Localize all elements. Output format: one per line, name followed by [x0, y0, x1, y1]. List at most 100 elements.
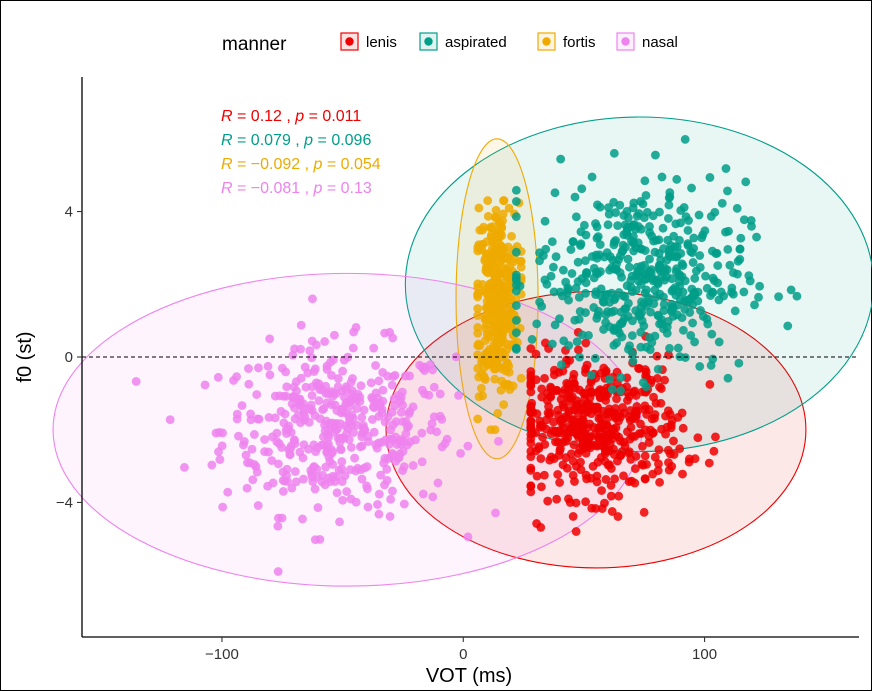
legend-title: manner — [222, 34, 287, 55]
data-point-nasal — [328, 447, 338, 457]
legend-item-aspirated: aspirated — [419, 32, 507, 51]
data-point-lenis — [589, 422, 599, 432]
data-point-aspirated — [550, 320, 560, 330]
data-point-nasal — [282, 476, 292, 486]
data-point-aspirated — [636, 342, 646, 352]
data-point-nasal — [351, 322, 361, 332]
data-point-nasal — [348, 343, 358, 353]
data-point-lenis — [639, 507, 649, 517]
data-point-nasal — [383, 412, 393, 422]
data-point-lenis — [604, 446, 614, 456]
y-axis-ticks: −4 0 4 — [56, 204, 82, 511]
data-point-nasal — [327, 420, 337, 430]
data-point-aspirated — [709, 276, 719, 286]
data-point-fortis — [483, 268, 493, 278]
data-point-fortis — [494, 338, 504, 348]
data-point-aspirated — [611, 208, 621, 218]
data-point-aspirated — [601, 310, 611, 320]
data-point-lenis — [563, 494, 573, 504]
data-point-aspirated — [695, 305, 705, 315]
data-point-nasal — [399, 462, 409, 472]
data-point-nasal — [241, 450, 251, 460]
data-point-nasal — [374, 489, 384, 499]
data-point-aspirated — [687, 183, 697, 193]
data-point-nasal — [246, 409, 256, 419]
data-point-aspirated — [596, 291, 606, 301]
data-point-lenis — [599, 435, 609, 445]
data-point-aspirated — [644, 333, 654, 343]
data-point-nasal — [337, 457, 347, 467]
data-point-aspirated — [683, 225, 693, 235]
data-point-nasal — [376, 470, 386, 480]
data-point-nasal — [378, 367, 388, 377]
data-point-aspirated — [611, 259, 621, 269]
data-point-fortis — [502, 315, 512, 325]
data-point-fortis — [496, 385, 506, 395]
data-point-aspirated — [650, 247, 660, 257]
data-point-lenis — [677, 408, 687, 418]
legend: manner lenis aspirated fortis nasal — [222, 32, 678, 55]
data-point-nasal — [211, 428, 221, 438]
data-point-lenis — [612, 394, 622, 404]
data-point-lenis — [648, 469, 658, 479]
data-point-fortis — [489, 364, 499, 374]
stat-line-aspirated: R = 0.079 , p = 0.096 — [221, 132, 371, 149]
data-point-fortis — [491, 205, 501, 215]
data-point-nasal — [493, 436, 503, 446]
data-point-lenis — [531, 349, 541, 359]
data-point-fortis — [473, 311, 483, 321]
data-point-lenis — [652, 351, 662, 361]
data-point-aspirated — [580, 308, 590, 318]
data-point-aspirated — [672, 252, 682, 262]
data-point-aspirated — [579, 220, 589, 230]
data-point-nasal — [388, 372, 398, 382]
data-point-nasal — [320, 480, 330, 490]
data-point-nasal — [389, 394, 399, 404]
data-point-nasal — [420, 366, 430, 376]
data-point-nasal — [357, 413, 367, 423]
data-point-nasal — [263, 361, 273, 371]
data-point-lenis — [668, 436, 678, 446]
data-point-nasal — [310, 535, 320, 545]
data-point-lenis — [584, 433, 594, 443]
data-point-aspirated — [572, 337, 582, 347]
data-point-aspirated — [637, 244, 647, 254]
data-point-aspirated — [723, 373, 733, 383]
x-tick-label: 0 — [459, 646, 467, 663]
data-point-aspirated — [577, 184, 587, 194]
data-point-aspirated — [739, 287, 749, 297]
data-point-aspirated — [547, 237, 557, 247]
data-point-fortis — [502, 283, 512, 293]
data-point-nasal — [215, 455, 225, 465]
data-point-nasal — [232, 409, 242, 419]
data-point-nasal — [312, 443, 322, 453]
data-point-aspirated — [639, 213, 649, 223]
data-point-aspirated — [688, 318, 698, 328]
data-point-nasal — [362, 462, 372, 472]
data-point-fortis — [478, 391, 488, 401]
data-point-fortis — [481, 324, 491, 334]
data-point-aspirated — [609, 148, 619, 158]
data-point-aspirated — [662, 328, 672, 338]
data-point-fortis — [495, 258, 505, 268]
data-point-aspirated — [683, 240, 693, 250]
data-point-aspirated — [623, 254, 633, 264]
data-point-aspirated — [593, 232, 603, 242]
data-point-aspirated — [595, 240, 605, 250]
data-point-aspirated — [574, 292, 584, 302]
data-point-nasal — [425, 360, 435, 370]
data-point-aspirated — [672, 174, 682, 184]
data-point-aspirated — [710, 207, 720, 217]
data-point-nasal — [362, 481, 372, 491]
data-point-nasal — [310, 484, 320, 494]
data-point-nasal — [386, 425, 396, 435]
data-point-lenis — [618, 471, 628, 481]
data-point-nasal — [351, 466, 361, 476]
data-point-aspirated — [723, 244, 733, 254]
data-point-aspirated — [571, 212, 581, 222]
data-point-aspirated — [732, 203, 742, 213]
data-point-nasal — [440, 439, 450, 449]
data-point-lenis — [559, 402, 569, 412]
data-point-fortis — [516, 373, 526, 383]
data-point-nasal — [252, 390, 262, 400]
